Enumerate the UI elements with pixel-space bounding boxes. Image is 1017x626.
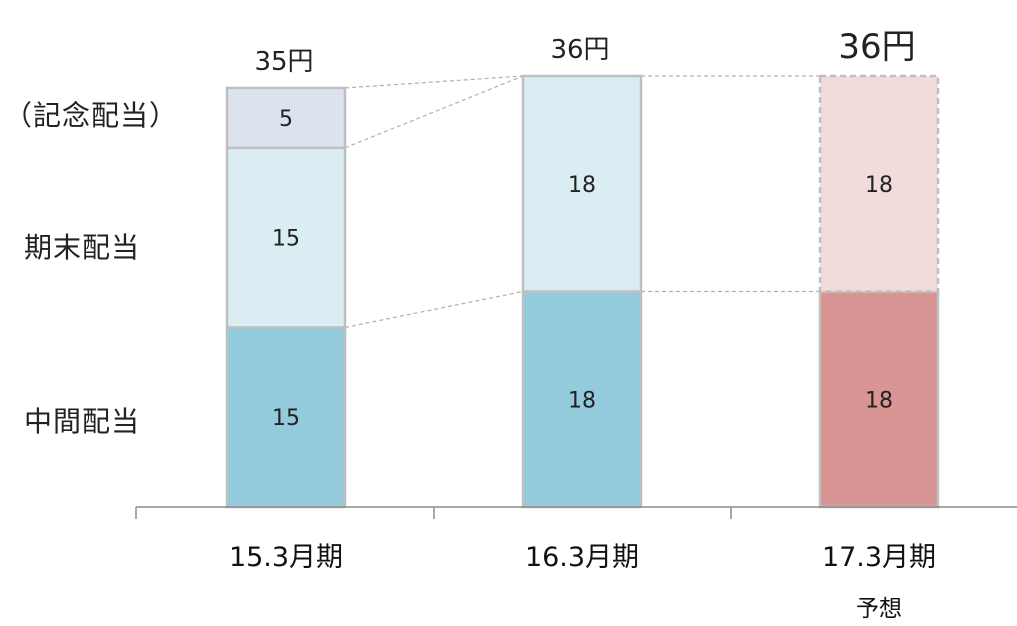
value-label-interim-1: 15 xyxy=(272,406,300,431)
bar-segments xyxy=(225,74,940,509)
connector-line xyxy=(344,75,524,149)
connector-line xyxy=(344,290,524,329)
category-label-3: 17.3月期 xyxy=(822,542,936,573)
category-sublabel-3: 予想 xyxy=(856,596,902,622)
value-label-year-end-1: 15 xyxy=(272,227,300,252)
bar-segment-commemorative-1 xyxy=(225,86,347,150)
value-label-commemorative-1: 5 xyxy=(279,107,293,132)
bar-segment-interim-2 xyxy=(521,290,643,509)
segment-value-labels: 15 15 5 18 18 18 18 xyxy=(272,107,893,431)
value-label-interim-3: 18 xyxy=(865,388,893,413)
series-label-year-end: 期末配当 xyxy=(24,231,141,264)
total-labels: 35円 36円 36円 xyxy=(254,27,915,77)
connector-line xyxy=(344,75,524,89)
value-label-interim-2: 18 xyxy=(568,388,596,413)
total-label-1: 35円 xyxy=(254,47,313,77)
bar-segment-year-end-2 xyxy=(521,74,643,293)
series-label-interim: 中間配当 xyxy=(24,405,141,438)
bar-segment-year-end-1 xyxy=(225,146,347,329)
total-label-2: 36円 xyxy=(550,35,609,65)
bar-segment-year-end-3 xyxy=(818,74,940,293)
bar-segment-interim-1 xyxy=(225,326,347,509)
connector-lines xyxy=(344,75,820,329)
value-label-year-end-3: 18 xyxy=(865,173,893,198)
series-label-commemorative: （記念配当） xyxy=(4,99,179,132)
total-label-3: 36円 xyxy=(838,27,915,67)
category-label-1: 15.3月期 xyxy=(229,542,343,573)
bar-segment-interim-3 xyxy=(818,290,940,509)
x-axis xyxy=(135,506,1017,519)
category-label-2: 16.3月期 xyxy=(525,542,639,573)
value-label-year-end-2: 18 xyxy=(568,173,596,198)
